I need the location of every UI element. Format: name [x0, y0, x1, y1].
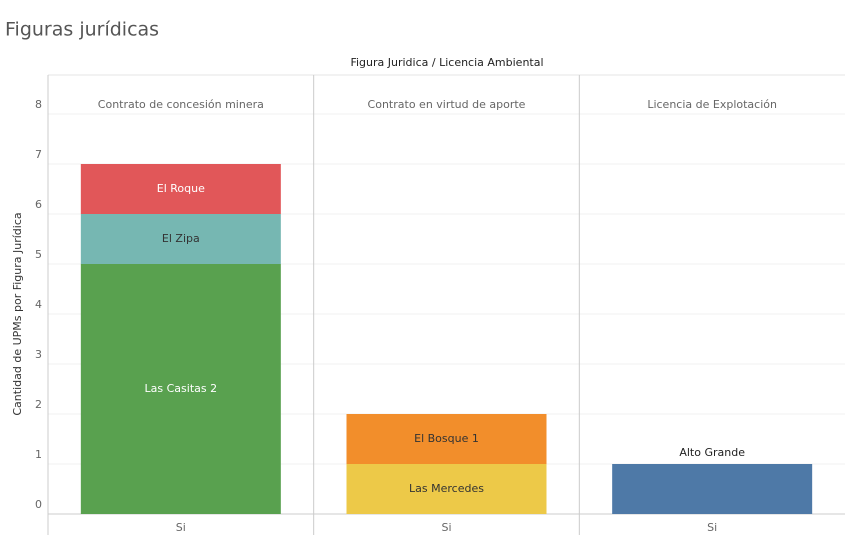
y-tick-label: 2 [35, 398, 42, 411]
y-tick-label: 6 [35, 198, 42, 211]
segment-label: Las Mercedes [409, 482, 484, 495]
bar-segment [346, 464, 547, 514]
y-tick-label: 3 [35, 348, 42, 361]
y-tick-label: 0 [35, 498, 42, 511]
chart-title: Figuras jurídicas [5, 19, 159, 41]
bar-segment [80, 214, 281, 264]
segment-label: El Roque [157, 182, 205, 195]
column-header: Figura Juridica / Licencia Ambiental [350, 56, 543, 69]
y-tick-label: 8 [35, 98, 42, 111]
segment-label: Alto Grande [679, 446, 745, 459]
bar-segment [612, 464, 813, 514]
bar-segment [80, 164, 281, 214]
facet-label: Contrato en virtud de aporte [368, 98, 526, 111]
y-tick-label: 7 [35, 148, 42, 161]
x-tick-label: Si [441, 521, 451, 534]
facet-label: Licencia de Explotación [647, 98, 777, 111]
segment-label: El Zipa [162, 232, 200, 245]
y-axis-label: Cantidad de UPMs por Figura Jurídica [11, 212, 24, 415]
y-tick-label: 5 [35, 248, 42, 261]
x-tick-label: Si [176, 521, 186, 534]
segment-label: El Bosque 1 [414, 432, 479, 445]
x-tick-label: Si [707, 521, 717, 534]
bar-segment [80, 264, 281, 514]
bar-segment [346, 414, 547, 464]
facet-label: Contrato de concesión minera [98, 98, 264, 111]
segment-label: Las Casitas 2 [145, 382, 218, 395]
y-tick-label: 1 [35, 448, 42, 461]
y-tick-label: 4 [35, 298, 42, 311]
